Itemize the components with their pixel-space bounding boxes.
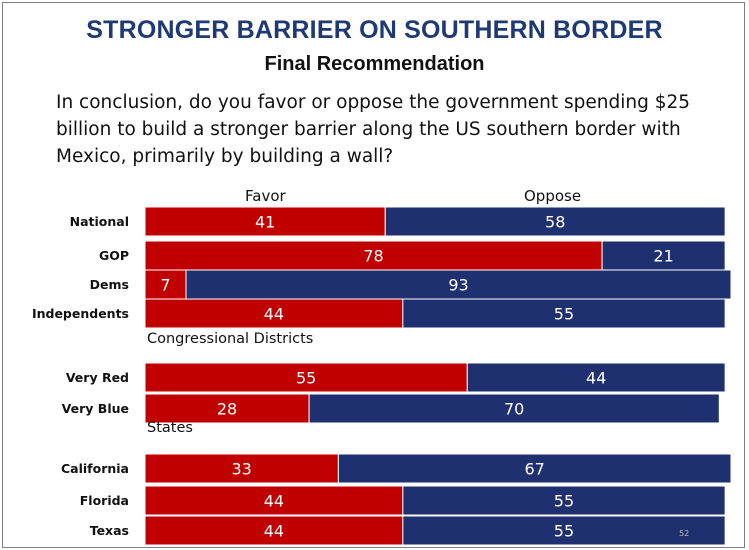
bar-oppose xyxy=(601,240,726,271)
category-label: Very Red xyxy=(66,370,129,385)
category-label: GOP xyxy=(99,248,129,263)
data-label-favor: 78 xyxy=(363,247,383,266)
category-label: Independents xyxy=(32,306,129,321)
bar-oppose xyxy=(466,362,726,393)
data-label-favor: 44 xyxy=(264,522,284,541)
bar-favor xyxy=(144,485,404,516)
data-label-oppose: 21 xyxy=(653,247,673,266)
bar-favor xyxy=(144,515,404,546)
category-label: Florida xyxy=(80,493,129,508)
data-label-oppose: 70 xyxy=(504,400,524,419)
survey-question: In conclusion, do you favor or oppose th… xyxy=(56,92,691,167)
bar-oppose xyxy=(337,453,732,484)
data-label-oppose: 55 xyxy=(554,522,574,541)
data-label-oppose: 67 xyxy=(525,460,545,479)
bar-oppose xyxy=(402,485,726,516)
chart-title: STRONGER BARRIER ON SOUTHERN BORDER xyxy=(86,16,663,44)
column-header-favor: Favor xyxy=(245,187,286,205)
bar-favor xyxy=(144,393,310,424)
bar-favor xyxy=(144,453,339,484)
data-label-favor: 44 xyxy=(264,305,284,324)
bar-oppose xyxy=(308,393,720,424)
data-label-oppose: 55 xyxy=(554,492,574,511)
group-label: States xyxy=(147,420,193,436)
data-label-favor: 28 xyxy=(217,400,237,419)
category-label: Dems xyxy=(90,277,129,292)
data-label-oppose: 55 xyxy=(554,305,574,324)
data-label-favor: 33 xyxy=(232,460,252,479)
bar-oppose xyxy=(384,206,726,237)
column-header-oppose: Oppose xyxy=(524,187,581,205)
data-label-favor: 7 xyxy=(160,276,170,295)
data-label-oppose: 58 xyxy=(545,213,565,232)
data-label-favor: 55 xyxy=(296,369,316,388)
bar-oppose xyxy=(402,298,726,329)
bar-favor xyxy=(144,240,603,271)
category-label: Texas xyxy=(90,523,129,538)
category-label: National xyxy=(70,214,129,229)
data-label-favor: 41 xyxy=(255,213,275,232)
chart-subtitle: Final Recommendation xyxy=(264,53,485,75)
slide-number: 52 xyxy=(679,529,690,538)
category-label: Very Blue xyxy=(62,401,129,416)
data-label-favor: 44 xyxy=(264,492,284,511)
bar-oppose xyxy=(185,269,732,300)
category-label: California xyxy=(61,461,129,476)
data-label-oppose: 93 xyxy=(448,276,468,295)
bar-favor xyxy=(144,298,404,329)
group-label: Congressional Districts xyxy=(147,331,313,347)
data-label-oppose: 44 xyxy=(586,369,606,388)
bar-oppose xyxy=(402,515,726,546)
